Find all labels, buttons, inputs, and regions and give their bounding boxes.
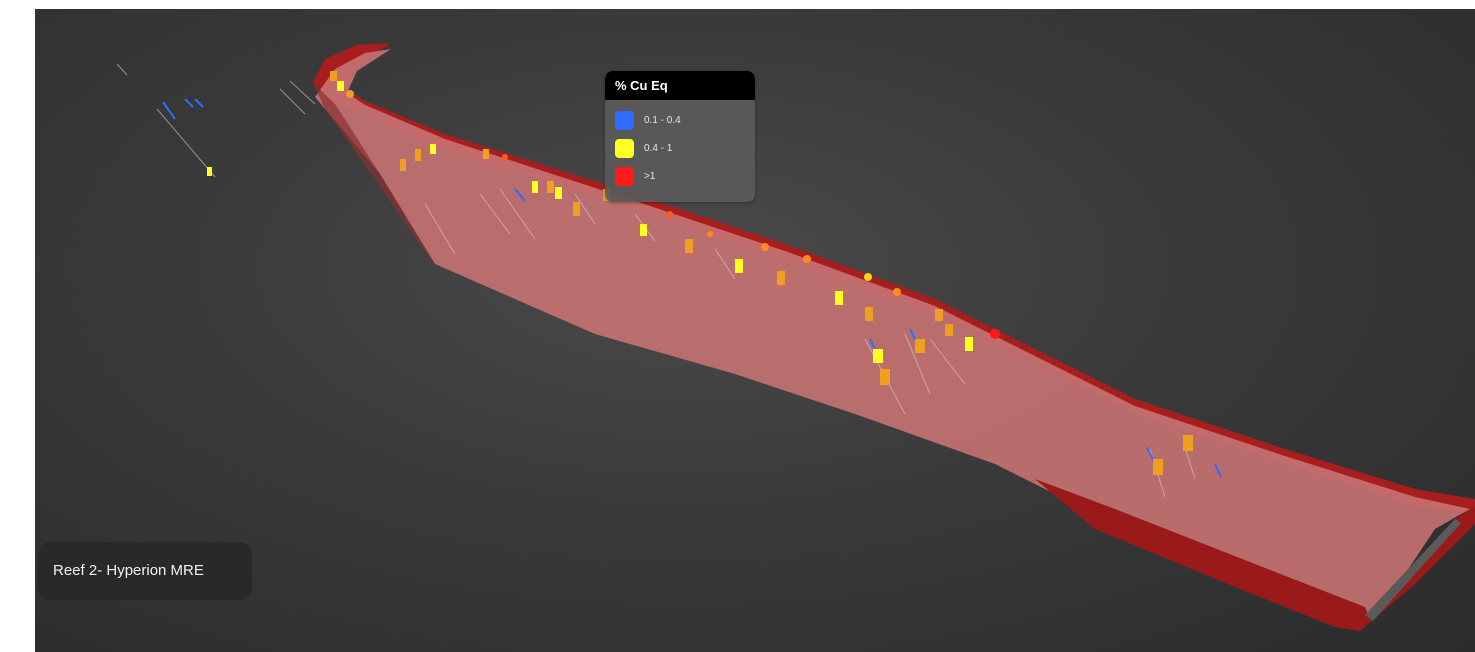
legend-swatch-red — [615, 166, 634, 186]
legend-label: 0.1 - 0.4 — [644, 114, 681, 126]
3d-viewport[interactable]: % Cu Eq 0.1 - 0.4 0.4 - 1 >1 Reef 2- Hyp… — [35, 9, 1475, 652]
reef-surface — [315, 49, 1470, 619]
legend-title: % Cu Eq — [605, 71, 755, 100]
legend-item-medium: 0.4 - 1 — [615, 134, 755, 162]
reef-left-face — [313, 83, 435, 264]
reef-underside-shadow — [1365, 519, 1461, 621]
legend-swatch-blue — [615, 110, 634, 130]
orebody-scene[interactable] — [35, 9, 1475, 652]
legend-panel: % Cu Eq 0.1 - 0.4 0.4 - 1 >1 — [605, 71, 755, 202]
legend-item-low: 0.1 - 0.4 — [615, 106, 755, 134]
legend-list: 0.1 - 0.4 0.4 - 1 >1 — [605, 100, 755, 190]
drillhole-markers — [207, 71, 1193, 475]
legend-item-high: >1 — [615, 162, 755, 190]
scene-title-card: Reef 2- Hyperion MRE — [38, 542, 252, 600]
legend-label: >1 — [644, 170, 656, 182]
legend-swatch-yellow — [615, 138, 634, 158]
legend-label: 0.4 - 1 — [644, 142, 673, 154]
